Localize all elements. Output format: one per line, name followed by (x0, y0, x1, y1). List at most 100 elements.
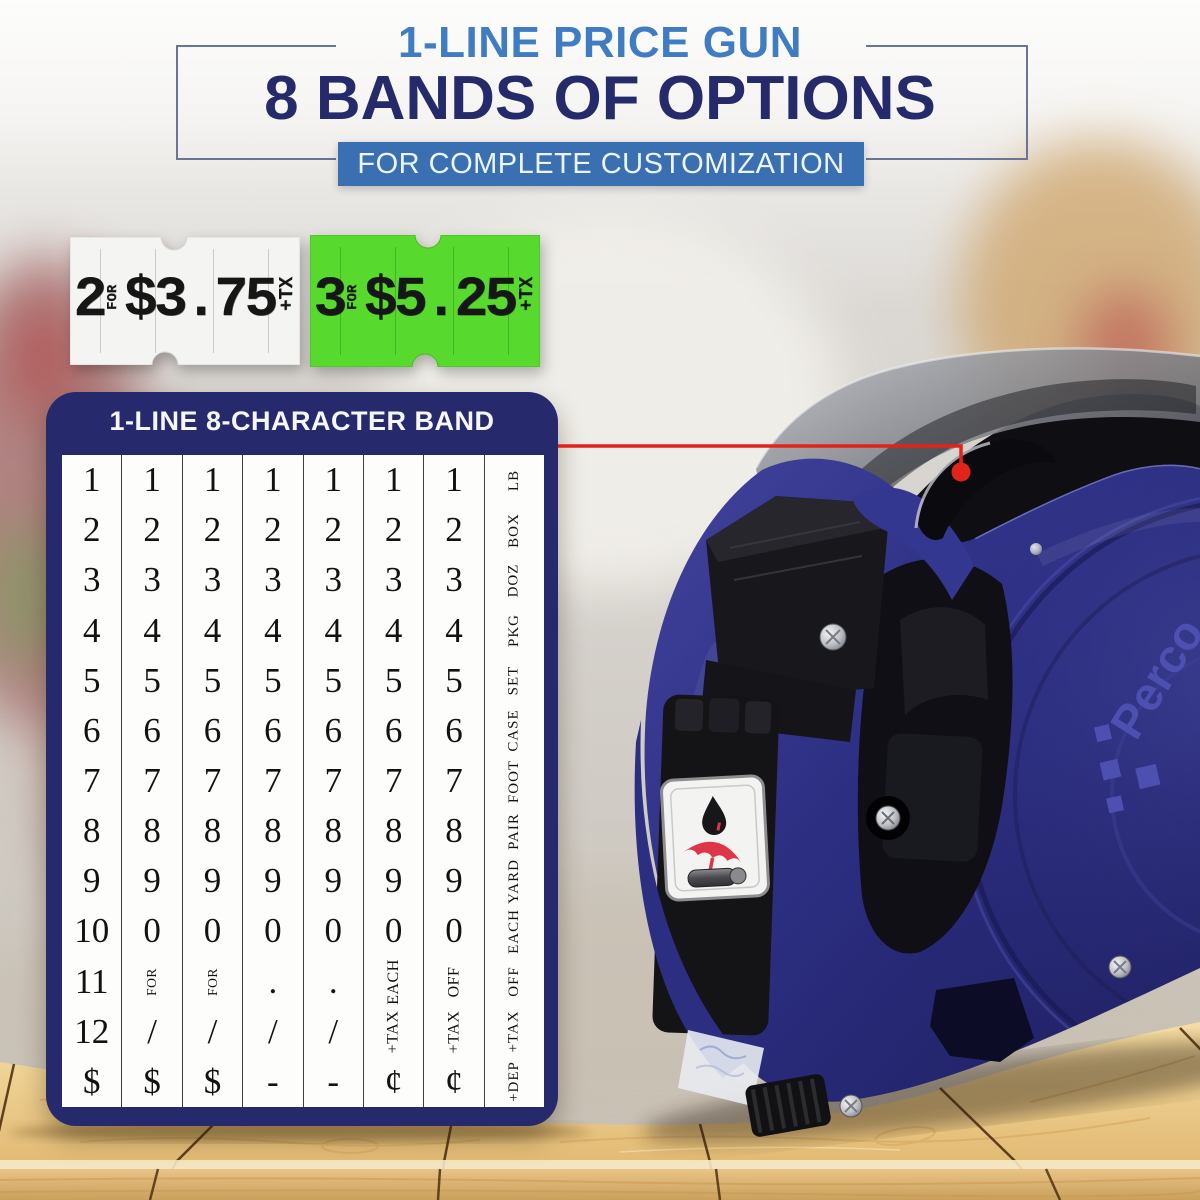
band-cell: 3 (264, 560, 282, 600)
band-cell: 3 (445, 560, 463, 600)
band-cell: 1 (384, 460, 403, 500)
band-cell: 2 (82, 510, 101, 550)
screw (1030, 543, 1042, 555)
header-banner: FOR COMPLETE CUSTOMIZATION (338, 142, 864, 186)
band-cell: 2 (384, 510, 403, 550)
band-cell: 6 (82, 710, 101, 750)
band-cell: 8 (445, 811, 463, 851)
band-cell: 1 (203, 460, 222, 500)
band-cell: 4 (264, 610, 282, 650)
band-cell: 3 (384, 560, 403, 600)
label-print: 2 FOR $3.75 +TX (70, 237, 300, 365)
band-panel-title: 1-LINE 8-CHARACTER BAND (109, 406, 495, 436)
band-cell: 6 (264, 710, 282, 750)
page-title: 8 BANDS OF OPTIONS (264, 64, 936, 133)
price-gun-photo: Perco (634, 347, 1200, 1143)
band-cell: 0 (264, 911, 282, 951)
logo-diamond (1106, 795, 1125, 814)
band-cell: SET (505, 665, 522, 696)
band-cell: 2 (264, 510, 282, 550)
band-cell: 1 (82, 460, 101, 500)
band-cell: - (266, 1061, 279, 1101)
band-cell: 5 (324, 660, 342, 700)
ink-warning-label (660, 774, 770, 902)
screws (819, 543, 1132, 1118)
band-cell: 9 (264, 861, 282, 901)
band-cell: 8 (324, 811, 342, 851)
header-box-border-left (176, 46, 178, 160)
band-cell: 2 (445, 510, 463, 550)
band-cell: 8 (384, 811, 403, 851)
label-shape (310, 235, 540, 367)
label-quantity: 3 (313, 269, 347, 333)
band-cell: 11 (74, 961, 109, 1001)
header-rule-bottom-right (866, 158, 1028, 160)
band-cell: BOX (505, 512, 522, 548)
price-label-white: 2 FOR $3.75 +TX (70, 237, 300, 365)
band-cell: 5 (445, 660, 463, 700)
band-column: 1 2 3 4 5 6 7 8 9 0 FOR / $ (183, 455, 244, 1107)
band-cell: EACH (384, 958, 402, 1005)
band-cell: 0 (203, 911, 222, 951)
label-price: $3.75 (123, 269, 279, 333)
label-price: $5.25 (363, 269, 519, 333)
band-cell: - (327, 1061, 340, 1101)
band-column: 1 2 3 4 5 6 7 8 9 0. / - (243, 455, 304, 1107)
band-cell: 9 (445, 861, 463, 901)
band-cell: 5 (264, 660, 282, 700)
band-cell: 7 (143, 761, 161, 801)
band-cell: 4 (445, 610, 463, 650)
band-cell: 7 (203, 761, 222, 801)
band-cell: FOR (204, 967, 220, 996)
band-cell: 8 (143, 811, 161, 851)
band-cell: 0 (384, 911, 403, 951)
band-cell: / (267, 1011, 278, 1051)
band-column: 1 2 3 4 5 6 7 8 9 10 11 12 $ (62, 455, 123, 1107)
tread-mechanism (745, 1074, 831, 1137)
band-cell: 8 (82, 811, 101, 851)
band-column: LB BOX DOZ PKG SET CASE FOOT PAIR YARD EACH OFF +TA… (485, 455, 544, 1107)
band-cell: FOOT (505, 759, 522, 803)
label-tax: +TX (275, 276, 298, 311)
band-cell: 2 (143, 510, 161, 550)
dome-groove-inner (1013, 546, 1200, 1044)
band-cell: PKG (505, 614, 522, 648)
band-cell: DOZ (505, 563, 522, 598)
band-cell: 7 (384, 761, 403, 801)
band-column: 1 2 3 4 5 6 7 8 9 0 EACH +TAX ¢ (364, 455, 425, 1107)
band-cell: 6 (445, 710, 463, 750)
header-box-border-right (1026, 46, 1028, 160)
band-cell: 9 (203, 861, 222, 901)
band-cell: . (268, 961, 278, 1001)
holo-sticker (678, 1030, 764, 1106)
band-cell: 6 (203, 710, 222, 750)
band-cell: 9 (324, 861, 342, 901)
band-cell: 0 (143, 911, 161, 951)
band-cell: 7 (264, 761, 282, 801)
label-quantity: 2 (73, 269, 107, 333)
band-cell: 1 (324, 460, 342, 500)
band-cell: 3 (82, 560, 101, 600)
band-cell: 12 (74, 1011, 110, 1051)
table-edge-highlight (0, 1160, 1200, 1169)
logo-diamond (1099, 758, 1122, 781)
band-cell: 6 (143, 710, 161, 750)
price-label-green: 3 FOR $5.25 +TX (310, 235, 540, 367)
band-cell: 7 (324, 761, 342, 801)
band-cell: 5 (203, 660, 222, 700)
band-cell: ¢ (445, 1061, 463, 1101)
band-cell: 0 (324, 911, 342, 951)
band-cell: 1 (143, 460, 161, 500)
band-options-panel: 1-LINE 8-CHARACTER BAND 1 2 3 4 5 6 7 8 9 10 11 12 $… (46, 392, 558, 1126)
band-cell: $ (143, 1061, 161, 1101)
band-cell: . (328, 961, 338, 1001)
header-rule-bottom-left (176, 158, 336, 160)
band-cell: 2 (324, 510, 342, 550)
band-cell: 3 (203, 560, 222, 600)
band-cell: / (328, 1011, 339, 1051)
band-cell: $ (82, 1061, 101, 1101)
band-cell: 3 (143, 560, 161, 600)
header-rule-left (176, 45, 336, 47)
